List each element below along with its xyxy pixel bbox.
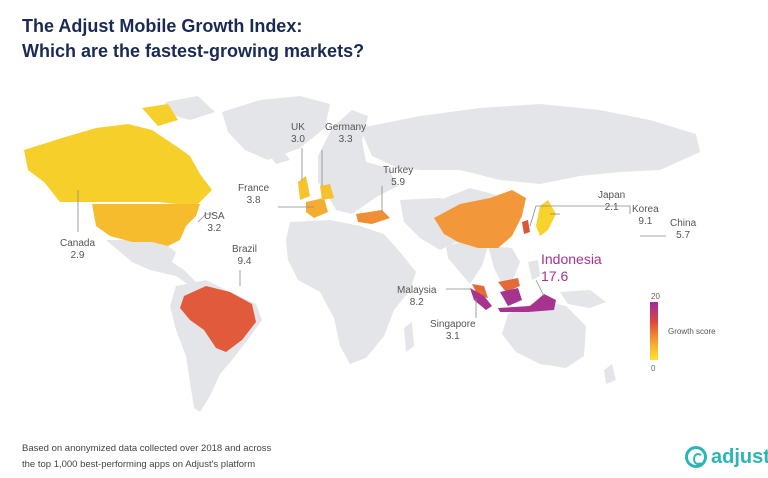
label-germany: Germany 3.3 — [325, 122, 366, 146]
label-malaysia-score: 8.2 — [409, 297, 424, 308]
country-usa — [92, 204, 200, 246]
label-china: China 5.7 — [670, 218, 696, 242]
label-japan-name: Japan — [598, 190, 626, 201]
label-usa-name: USA — [204, 211, 225, 222]
label-uk-name: UK — [291, 122, 305, 133]
growth-score-legend: 20 Growth score 0 — [648, 292, 738, 373]
title-line-2: Which are the fastest-growing markets? — [22, 41, 365, 61]
label-turkey: Turkey 5.9 — [383, 165, 413, 189]
country-germany — [320, 184, 334, 200]
country-canada — [24, 124, 212, 206]
label-indonesia-name: Indonesia — [541, 251, 602, 267]
label-singapore-name: Singapore — [430, 319, 476, 330]
label-japan: Japan 2.1 — [598, 190, 625, 214]
label-uk-score: 3.0 — [291, 134, 305, 145]
country-china — [434, 190, 526, 248]
label-usa: USA 3.2 — [204, 211, 225, 235]
label-france-score: 3.8 — [246, 195, 261, 206]
footnote-line-2: the top 1,000 best-performing apps on Ad… — [22, 459, 256, 470]
title-line-1: The Adjust Mobile Growth Index: — [22, 16, 303, 36]
country-uk — [298, 176, 310, 200]
label-canada-name: Canada — [60, 238, 96, 249]
label-singapore: Singapore 3.1 — [430, 319, 476, 343]
label-usa-score: 3.2 — [207, 223, 222, 234]
page-title: The Adjust Mobile Growth Index: Which ar… — [22, 14, 364, 64]
label-singapore-score: 3.1 — [445, 331, 460, 342]
map-landmass — [106, 96, 700, 412]
map-highlighted-countries — [24, 104, 556, 352]
label-japan-score: 2.1 — [604, 202, 619, 213]
country-malaysia — [472, 284, 488, 298]
legend-title: Growth score — [668, 327, 716, 336]
label-uk: UK 3.0 — [291, 122, 305, 146]
label-malaysia-name: Malaysia — [397, 285, 437, 296]
label-brazil-score: 9.4 — [237, 256, 252, 267]
legend-color-bar — [650, 302, 658, 360]
label-turkey-name: Turkey — [383, 165, 414, 176]
leader-lines — [77, 148, 666, 318]
label-brazil: Brazil 9.4 — [232, 244, 257, 268]
adjust-logo-wordmark: adjust — [711, 445, 768, 468]
adjust-logo-icon — [685, 446, 707, 468]
label-malaysia: Malaysia 8.2 — [397, 285, 436, 309]
country-korea — [522, 220, 530, 234]
label-canada-score: 2.9 — [70, 250, 85, 261]
label-korea-name: Korea — [632, 204, 659, 215]
country-turkey — [356, 210, 390, 224]
label-germany-score: 3.3 — [338, 134, 353, 145]
label-germany-name: Germany — [325, 122, 367, 133]
label-france: France 3.8 — [238, 183, 269, 207]
label-brazil-name: Brazil — [232, 244, 258, 255]
country-malaysia-borneo — [498, 278, 520, 292]
legend-max: 20 — [651, 292, 660, 301]
label-france-name: France — [238, 183, 270, 194]
footnote-line-1: Based on anonymized data collected over … — [22, 443, 272, 454]
label-canada: Canada 2.9 — [60, 238, 95, 262]
footnote: Based on anonymized data collected over … — [22, 441, 271, 473]
country-japan — [536, 200, 556, 236]
country-indonesia — [470, 288, 492, 310]
label-indonesia-score: 17.6 — [541, 268, 569, 284]
label-korea: Korea 9.1 — [632, 204, 659, 228]
label-turkey-score: 5.9 — [391, 177, 406, 188]
country-brazil — [180, 286, 256, 352]
country-canada-islands — [142, 104, 178, 126]
country-france — [306, 198, 328, 218]
label-china-name: China — [670, 218, 697, 229]
label-korea-score: 9.1 — [638, 216, 653, 227]
label-indonesia: Indonesia 17.6 — [541, 251, 602, 285]
legend-min: 0 — [651, 364, 656, 373]
country-indonesia-east — [498, 294, 556, 312]
country-indonesia-borneo — [500, 288, 522, 306]
label-china-score: 5.7 — [676, 230, 691, 241]
adjust-logo: adjust — [685, 444, 768, 470]
